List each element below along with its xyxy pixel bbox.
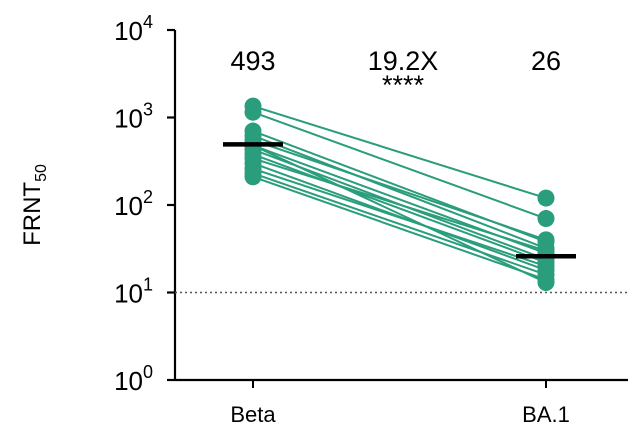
pair-lines	[252, 105, 547, 284]
x-category-ba1: BA.1	[522, 402, 570, 427]
pair-line-12	[252, 175, 547, 281]
pair-line-11	[252, 172, 547, 276]
fold-change-label: 19.2X	[368, 46, 439, 76]
beta-median-label: 493	[230, 46, 275, 76]
ba1-point-0	[537, 189, 555, 207]
median-bars	[223, 142, 576, 259]
y-ticks: 100 101 102 103 104	[114, 12, 175, 396]
y-tick-label-0: 100	[114, 362, 153, 396]
x-categories: Beta BA.1	[230, 380, 570, 427]
beta-point-12	[244, 168, 262, 186]
pair-line-8	[252, 157, 547, 252]
y-tick-label-3: 103	[114, 100, 153, 134]
y-tick-label-2: 102	[114, 187, 153, 221]
ba1-median-label: 26	[531, 46, 561, 76]
y-axis-label-main: FRNT	[19, 182, 46, 246]
pair-line-0	[252, 105, 547, 200]
ba1-point-1	[537, 210, 555, 228]
y-tick-label-1: 101	[114, 275, 153, 309]
y-tick-label-4: 104	[114, 12, 153, 46]
pair-line-10	[252, 167, 547, 268]
significance-label: ****	[382, 70, 425, 100]
pair-line-3	[252, 134, 547, 250]
y-axis-label: FRNT50	[19, 164, 50, 246]
pair-line-13	[252, 144, 547, 284]
pair-line-7	[252, 153, 547, 264]
x-category-beta: Beta	[230, 402, 276, 427]
pair-line-4	[252, 139, 547, 241]
y-axis: 100 101 102 103 104	[114, 12, 628, 396]
data-points	[244, 97, 555, 292]
beta-point-1	[244, 103, 262, 121]
y-axis-label-subscript: 50	[33, 164, 50, 182]
pair-line-1	[252, 111, 547, 220]
ba1-point-13	[537, 274, 555, 292]
